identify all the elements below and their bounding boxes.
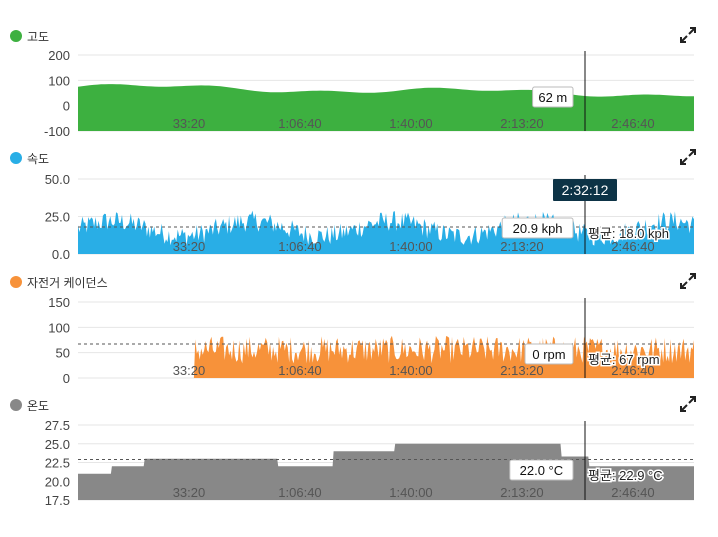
x-tick-label: 1:40:00 — [389, 116, 432, 131]
y-tick-label: 100 — [48, 320, 70, 335]
x-tick-label: 33:20 — [173, 239, 206, 254]
y-tick-label: 17.5 — [45, 493, 70, 508]
y-tick-label: 50 — [56, 346, 70, 361]
average-label-speed: 평균: 18.0 kph — [588, 226, 669, 241]
expand-icon[interactable] — [680, 149, 696, 165]
y-tick-label: 100 — [48, 73, 70, 88]
x-tick-label: 2:46:40 — [611, 239, 654, 254]
cursor-time-flag: 2:32:12 — [553, 179, 617, 201]
y-tick-label: -100 — [44, 124, 70, 139]
x-tick-label: 1:06:40 — [278, 239, 321, 254]
y-tick-label: 20.0 — [45, 474, 70, 489]
chart-panel-temperature: 온도 27.5 25.0 22.5 20.0 17.5 33:20 1:06:40 1:40:0… — [10, 396, 696, 508]
chart-panel-altitude: 고도 200 100 0 -100 33:20 1:06:40 1:40:00 2:13:20 2… — [10, 27, 696, 139]
readout-value-altitude: 62 m — [538, 90, 567, 105]
x-tick-label: 1:06:40 — [278, 116, 321, 131]
x-tick-label: 2:13:20 — [500, 116, 543, 131]
x-tick-label: 33:20 — [173, 485, 206, 500]
series-area-altitude — [78, 84, 694, 131]
chart-panel-cadence: 자전거 케이던스 150 100 50 0 33:20 1:06:40 1:40:00 2:13… — [10, 273, 696, 386]
expand-icon[interactable] — [680, 396, 696, 412]
expand-icon[interactable] — [680, 27, 696, 43]
legend-marker-altitude[interactable] — [10, 30, 22, 42]
y-tick-label: 50.0 — [45, 172, 70, 187]
legend-label-cadence: 자전거 케이던스 — [27, 276, 108, 290]
y-tick-label: 25.0 — [45, 210, 70, 225]
readout-box — [509, 459, 574, 481]
y-tick-label: 22.5 — [45, 456, 70, 471]
x-tick-label: 1:40:00 — [389, 363, 432, 378]
y-tick-label: 0.0 — [52, 247, 70, 262]
readout-value-speed: 20.9 kph — [513, 221, 563, 236]
readout-value-temperature: 22.0 °C — [520, 463, 564, 478]
x-tick-label: 1:40:00 — [389, 239, 432, 254]
readout-value-cadence: 0 rpm — [532, 347, 565, 362]
x-tick-label: 33:20 — [173, 116, 206, 131]
x-tick-label: 1:40:00 — [389, 485, 432, 500]
y-tick-label: 27.5 — [45, 418, 70, 433]
x-tick-label: 33:20 — [173, 363, 206, 378]
x-tick-label: 2:46:40 — [611, 485, 654, 500]
legend-marker-temperature[interactable] — [10, 399, 22, 411]
x-tick-label: 1:06:40 — [278, 363, 321, 378]
legend-label-temperature: 온도 — [27, 399, 49, 413]
average-label-temperature: 평균: 22.9 °C — [588, 468, 663, 483]
chart-panel-speed: 속도 50.0 25.0 0.0 33:20 1:06:40 1:40:00 2:13:20 2… — [10, 149, 696, 262]
legend-label-speed: 속도 — [27, 152, 49, 166]
legend-marker-cadence[interactable] — [10, 276, 22, 288]
x-tick-label: 2:46:40 — [611, 363, 654, 378]
y-tick-label: 200 — [48, 48, 70, 63]
series-area-temperature — [78, 443, 694, 500]
cursor-time-label: 2:32:12 — [562, 182, 609, 198]
y-tick-label: 0 — [63, 371, 70, 386]
average-label-cadence: 평균: 67 rpm — [588, 352, 660, 367]
x-tick-label: 2:13:20 — [500, 363, 543, 378]
y-tick-label: 25.0 — [45, 437, 70, 452]
y-tick-label: 150 — [48, 295, 70, 310]
y-tick-label: 0 — [63, 99, 70, 114]
readout-box — [501, 217, 574, 239]
x-tick-label: 2:46:40 — [611, 116, 654, 131]
readout-box — [524, 343, 574, 365]
readout-box — [532, 86, 574, 108]
x-tick-label: 1:06:40 — [278, 485, 321, 500]
legend-marker-speed[interactable] — [10, 152, 22, 164]
legend-label-altitude: 고도 — [27, 30, 49, 44]
x-tick-label: 2:13:20 — [500, 485, 543, 500]
series-area-speed — [78, 210, 694, 254]
x-tick-label: 2:13:20 — [500, 239, 543, 254]
expand-icon[interactable] — [680, 273, 696, 289]
